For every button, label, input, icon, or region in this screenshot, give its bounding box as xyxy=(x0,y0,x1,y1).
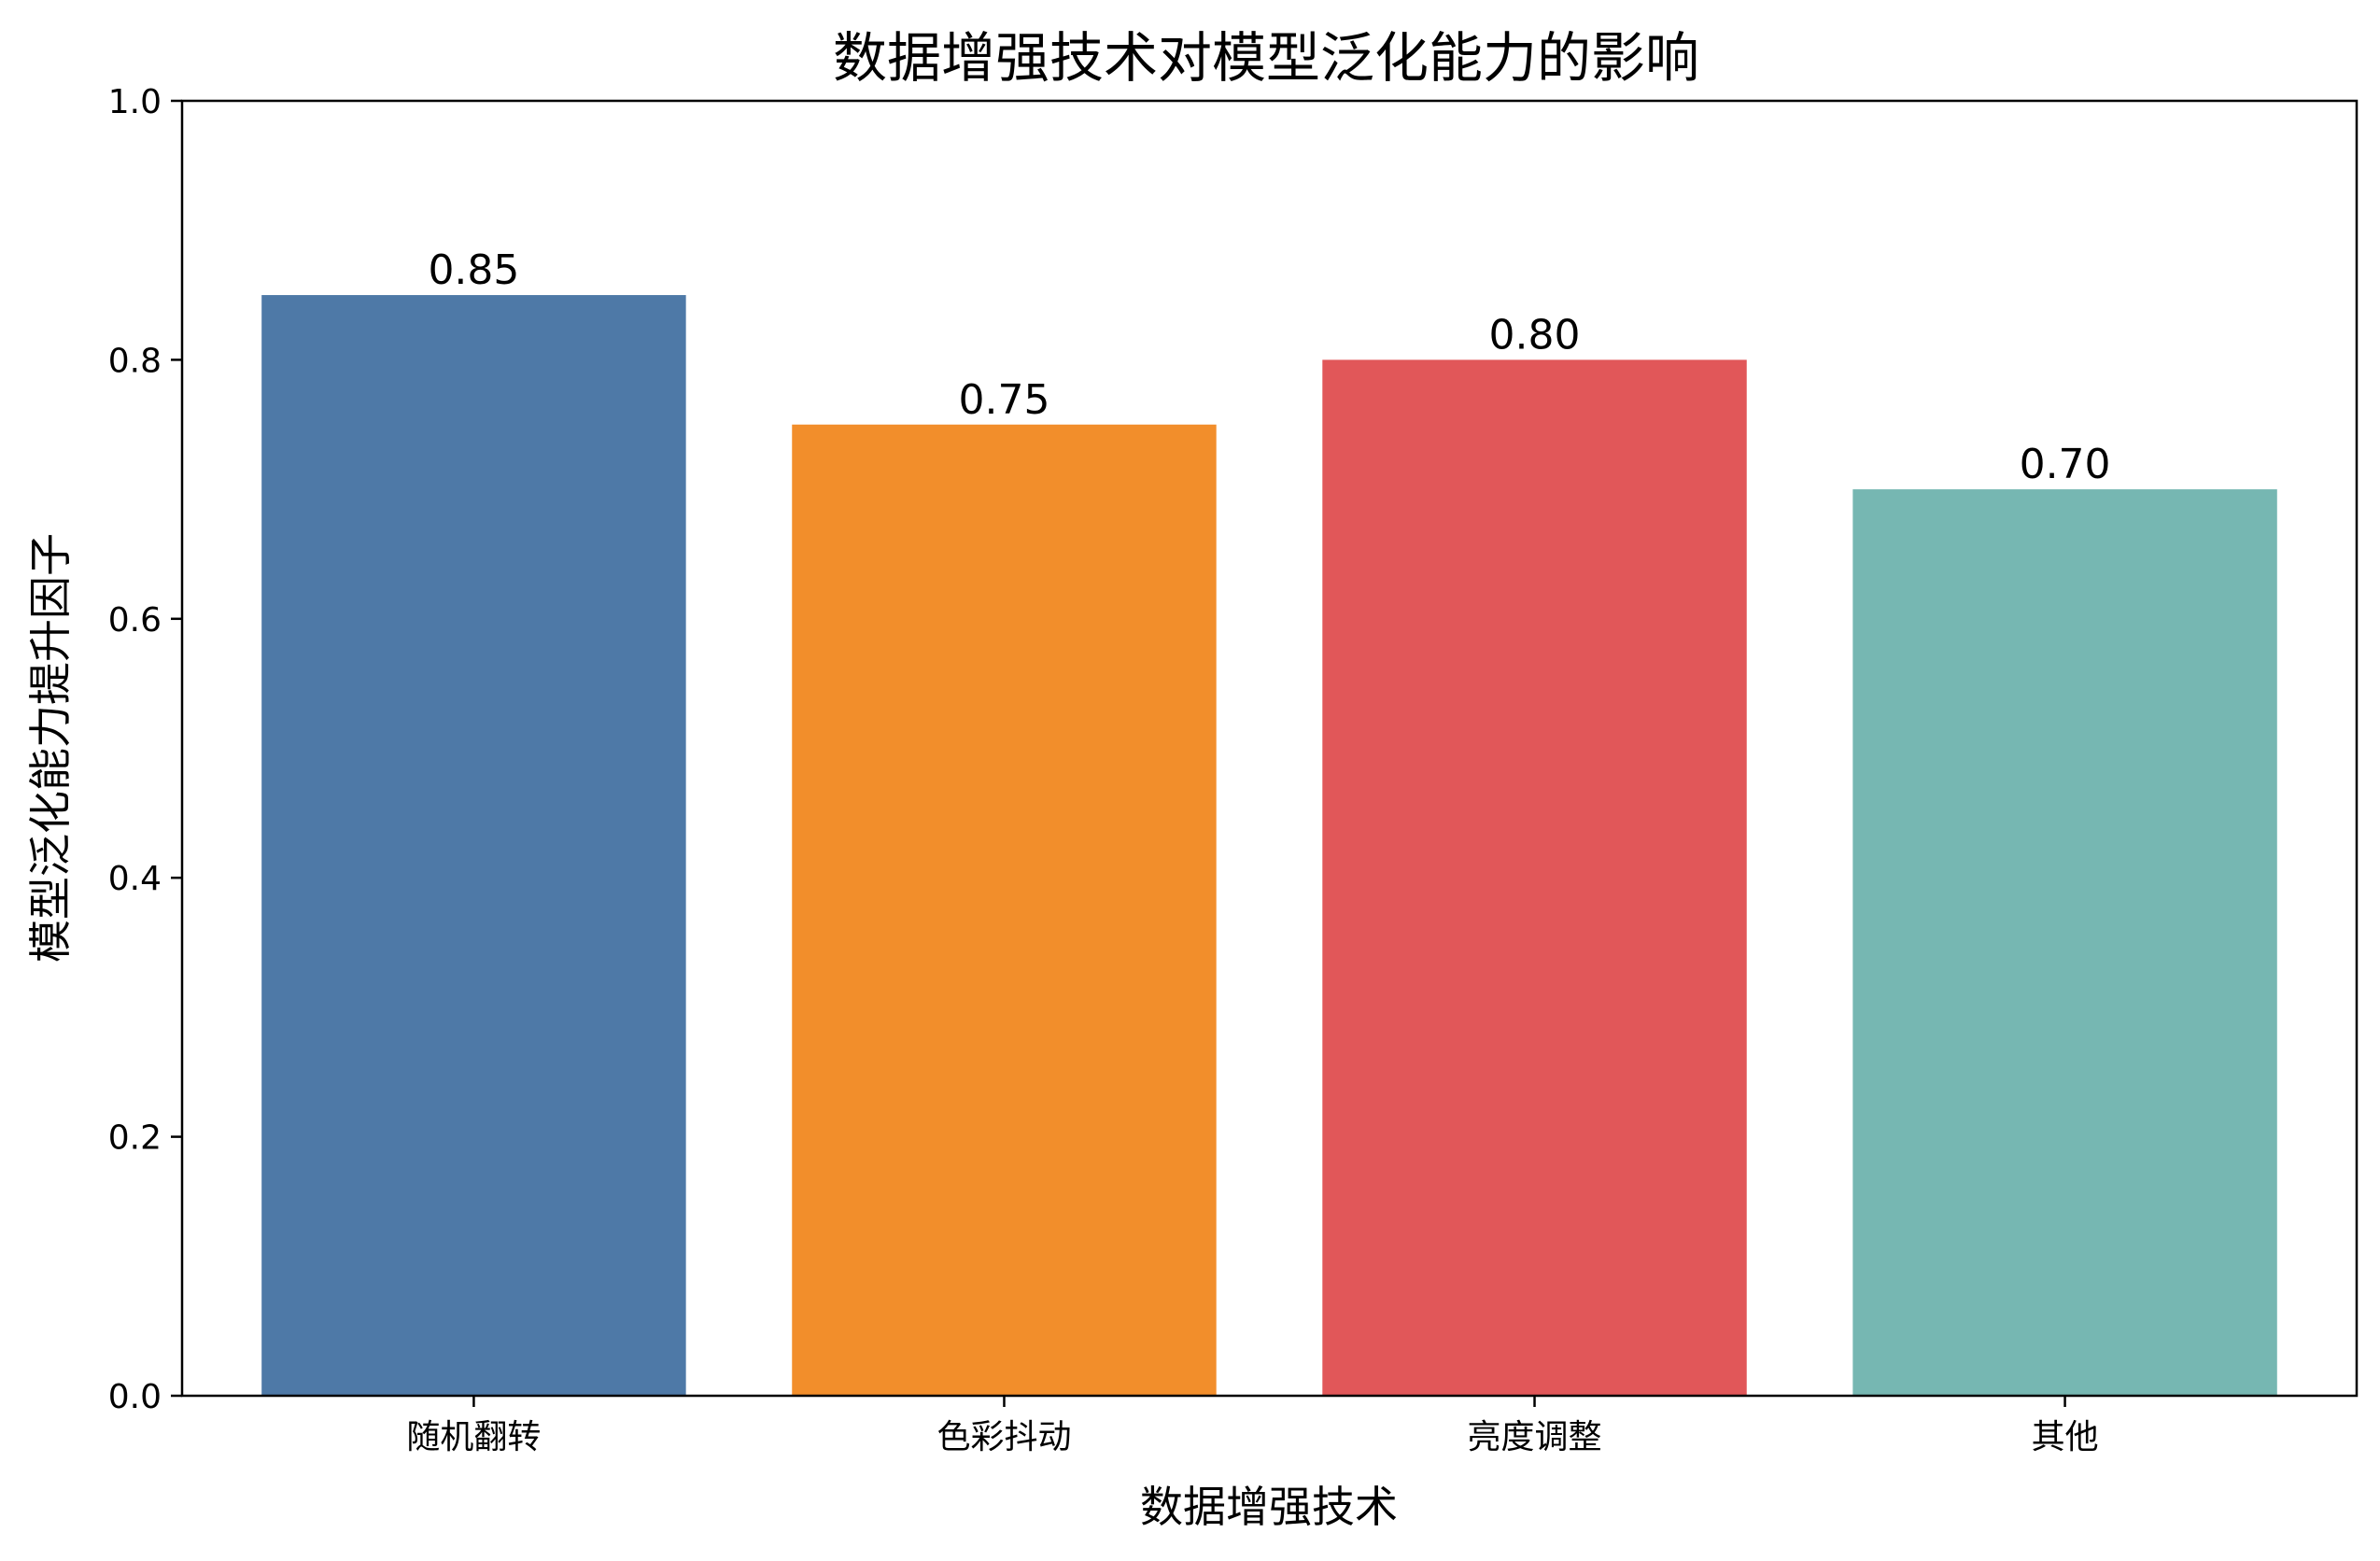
bar-1 xyxy=(261,295,686,1396)
x-tick-label-2: 色彩抖动 xyxy=(937,1418,1071,1456)
bars-layer: 0.85 0.75 0.80 0.70 xyxy=(261,246,2277,1396)
y-axis-label: 模型泛化能力提升因子 xyxy=(25,533,76,963)
x-tick-label-4: 其他 xyxy=(2032,1418,2099,1456)
x-tick-label-1: 随机翻转 xyxy=(406,1418,541,1456)
y-tick-label-6: 1.0 xyxy=(108,83,162,121)
y-tick-label-2: 0.2 xyxy=(108,1119,162,1158)
y-axis: 0.0 0.2 0.4 0.6 0.8 1.0 xyxy=(108,83,182,1416)
bar-4 xyxy=(1852,489,2277,1396)
y-tick-label-3: 0.4 xyxy=(108,860,162,898)
bar-value-label-4: 0.70 xyxy=(2020,441,2111,488)
bar-2 xyxy=(792,424,1217,1396)
x-axis-label: 数据增强技术 xyxy=(1140,1482,1398,1532)
x-axis: 随机翻转 色彩抖动 亮度调整 其他 xyxy=(406,1396,2099,1456)
chart-title: 数据增强技术对模型泛化能力的影响 xyxy=(833,26,1699,90)
bar-value-label-2: 0.75 xyxy=(958,376,1049,424)
y-tick-label-1: 0.0 xyxy=(108,1378,162,1416)
bar-3 xyxy=(1322,359,1747,1396)
x-tick-label-3: 亮度调整 xyxy=(1468,1418,1602,1456)
y-tick-label-4: 0.6 xyxy=(108,601,162,640)
y-tick-label-5: 0.8 xyxy=(108,342,162,380)
plot-frame xyxy=(180,99,2359,1398)
bar-value-label-3: 0.80 xyxy=(1489,311,1581,359)
bar-value-label-1: 0.85 xyxy=(428,246,519,294)
